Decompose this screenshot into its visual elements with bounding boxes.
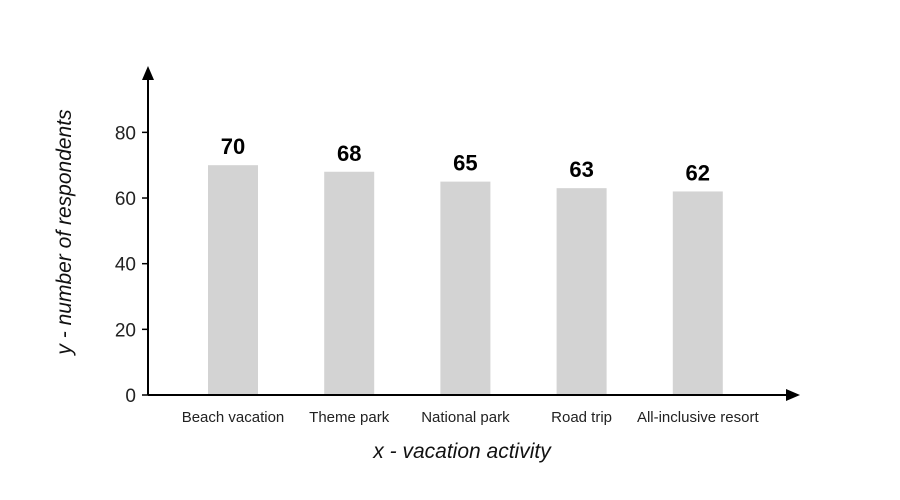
x-axis-title: x - vacation activity: [372, 440, 552, 463]
data-label: 63: [569, 157, 593, 182]
data-labels-layer: 70 68 65 63 62: [221, 134, 710, 185]
y-tick-label: 60: [115, 189, 136, 210]
x-tick-label: All-inclusive resort: [637, 409, 760, 426]
x-tick-label: National park: [421, 409, 510, 426]
x-tick-label: Theme park: [309, 409, 390, 426]
data-label: 62: [686, 160, 710, 185]
bars-layer: [208, 165, 723, 395]
y-axis-arrow-icon: [142, 66, 154, 80]
bar: [324, 171, 375, 395]
x-categories-layer: Beach vacation Theme park National park Roa…: [182, 409, 760, 426]
y-tick-label: 80: [115, 123, 136, 144]
axes-layer: [142, 66, 800, 401]
bar: [440, 181, 491, 395]
x-tick-label: Road trip: [551, 409, 612, 426]
x-axis-arrow-icon: [786, 389, 800, 401]
x-tick-label: Beach vacation: [182, 409, 285, 426]
y-tick-label: 40: [115, 255, 136, 276]
data-label: 68: [337, 141, 361, 166]
bar: [672, 191, 723, 395]
y-tick-label: 0: [125, 386, 136, 407]
data-label: 65: [453, 151, 477, 176]
bar: [208, 165, 258, 395]
y-ticks-layer: 0 20 40 60 80: [115, 123, 148, 407]
y-axis-title: y - number of respondents: [53, 109, 76, 357]
y-tick-label: 20: [115, 320, 136, 341]
bar: [556, 188, 607, 395]
data-label: 70: [221, 134, 245, 159]
